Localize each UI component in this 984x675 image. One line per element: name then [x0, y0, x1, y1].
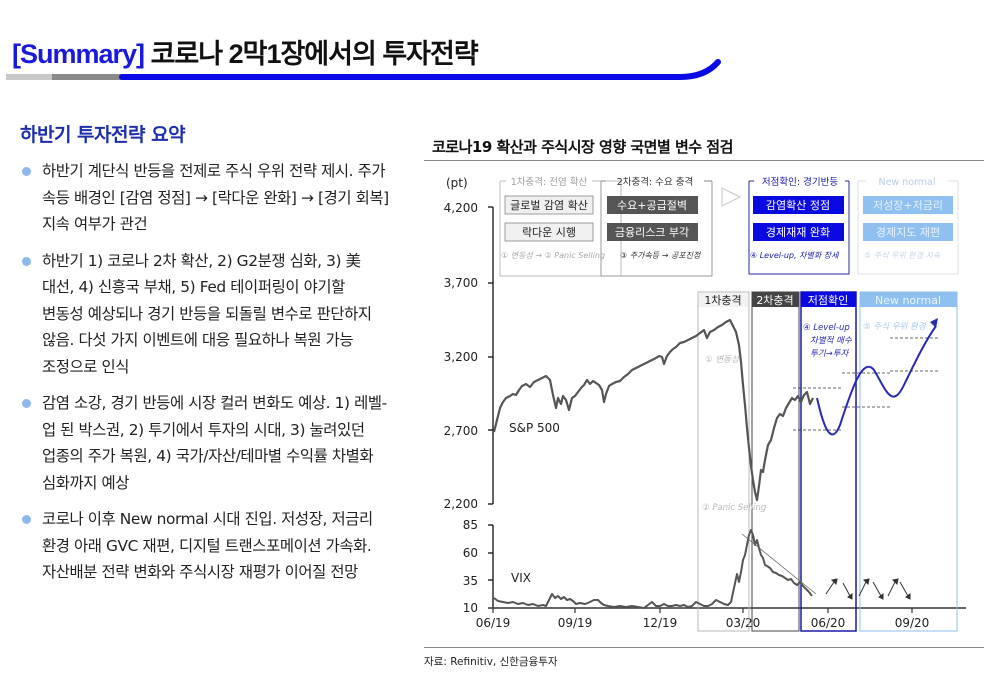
annotation-volatility: ① 변동성: [705, 354, 740, 365]
annotation-speculation-invest: 투기→투자: [810, 348, 850, 359]
phase-4-item-1: 저성장+저금리: [873, 199, 943, 212]
source-divider: [424, 647, 984, 648]
scenario-arrow-icon: [930, 318, 938, 328]
chart-title-divider: [424, 160, 984, 161]
header-underline: [6, 59, 721, 80]
svg-text:3,700: 3,700: [444, 276, 478, 290]
annotation-panic-selling: ② Panic Selling: [702, 503, 767, 513]
annotation-levelup: ④ Level-up: [803, 323, 850, 333]
phase-2-header: 2차충격: 수요 충격: [617, 176, 693, 188]
chart-source: 자료: Refinitiv, 신한금융투자: [424, 656, 558, 668]
phase-3-item-2: 경제재재 완화: [766, 226, 830, 239]
phase-4-header: New normal: [878, 177, 935, 188]
page-title-accent: [Summary]: [12, 39, 145, 69]
bullet-dot-icon: [22, 399, 31, 408]
phase-region-4: New normal: [859, 291, 958, 632]
y-axis-vix: 85 60 35 10: [463, 518, 478, 615]
summary-bullet: 하반기 1) 코로나 2차 확산, 2) G2분쟁 심화, 3) 美 대선, 4…: [20, 248, 390, 381]
phase-region-1: 1차충격: [697, 291, 750, 632]
phase-panel-2: 2차충격: 수요 충격 수요+공급절벽 금융리스크 부각 ③ 주가속등 → 공포…: [600, 176, 713, 277]
bullet-dot-icon: [22, 167, 31, 176]
summary-bullet: 하반기 계단식 반등을 전제로 주식 우위 전략 제시. 주가 속등 배경인 […: [20, 158, 390, 238]
vix-projection-arrows: [825, 578, 911, 600]
summary-bullet: 감염 소강, 경기 반등에 시장 컬러 변화도 예상. 1) 레벨-업 된 박스…: [20, 390, 390, 496]
phase-2-item-1: 수요+공급절벽: [617, 199, 687, 212]
phase-panel-1: 1차충격: 전염 확산 글로벌 감염 확산 락다운 시행 ① 변동성 → ② P…: [499, 176, 622, 277]
phase-arrow-icon: [721, 187, 742, 207]
phase-region-3: 저점확인: [800, 291, 857, 632]
phase-3-header: 저점확인: 경기반등: [762, 176, 838, 188]
bullet-dot-icon: [22, 515, 31, 524]
sp500-label: S&P 500: [509, 421, 560, 435]
phase-3-note: ④ Level-up, 차별화 장세: [750, 251, 840, 260]
phase-panel-3: 저점확인: 경기반등 감염확산 정점 경제재재 완화 ④ Level-up, 차…: [748, 176, 850, 275]
svg-text:New normal: New normal: [875, 294, 941, 307]
summary-bullet: 코로나 이후 New normal 시대 진입. 저성장, 저금리 환경 아래 …: [20, 506, 390, 586]
section-title: 하반기 투자전략 요약: [20, 124, 186, 146]
chart-title: 코로나19 확산과 주식시장 영향 국면별 변수 점검: [432, 138, 733, 156]
vix-line: [493, 529, 813, 609]
svg-text:03/20: 03/20: [726, 616, 761, 630]
phase-3-item-1: 감염확산 정점: [766, 199, 830, 212]
phase-1-item-2: 락다운 시행: [522, 226, 576, 239]
y-axis-vix-line: [488, 524, 494, 608]
phase-panel-4: New normal 저성장+저금리 경제지도 재편 ⑤ 주식 우위 환경 지속: [857, 177, 959, 275]
phase-2-item-2: 금융리스크 부각: [615, 226, 689, 239]
phase-4-note: ⑤ 주식 우위 환경 지속: [864, 251, 941, 260]
svg-text:06/19: 06/19: [476, 616, 511, 630]
svg-text:09/19: 09/19: [558, 616, 593, 630]
annotation-stock-favor: ⑤ 주식 우위 환경: [863, 321, 927, 332]
phase-2-note: ③ 주가속등 → 공포진정: [620, 251, 702, 260]
svg-text:1차충격: 1차충격: [704, 294, 741, 307]
sp500-line: [492, 318, 814, 502]
svg-text:60: 60: [463, 546, 478, 560]
svg-text:2,200: 2,200: [444, 497, 478, 511]
svg-text:4,200: 4,200: [444, 201, 478, 215]
y-axis-sp500: 4,200 3,700 3,200 2,700 2,200: [444, 201, 478, 511]
svg-text:3,200: 3,200: [444, 350, 478, 364]
phase-1-note: ① 변동성 → ② Panic Selling: [501, 251, 605, 260]
vix-label: VIX: [511, 571, 531, 585]
svg-text:저점확인: 저점확인: [808, 294, 848, 307]
page-title: [Summary] 코로나 2막1장에서의 투자전략: [12, 32, 479, 71]
page-title-main: 코로나 2막1장에서의 투자전략: [150, 39, 479, 69]
scenario-path: [816, 325, 937, 436]
phase-region-2: 2차충격: [751, 291, 800, 632]
phase-4-item-2: 경제지도 재편: [876, 226, 940, 239]
svg-text:2,700: 2,700: [444, 424, 478, 438]
y-axis-unit: (pt): [446, 176, 468, 190]
svg-text:85: 85: [463, 518, 478, 532]
vix-trendline: [741, 533, 817, 595]
summary-bullet-list: 하반기 계단식 반등을 전제로 주식 우위 전략 제시. 주가 속등 배경인 […: [20, 158, 390, 596]
svg-text:12/19: 12/19: [643, 616, 678, 630]
x-axis: 06/19 09/19 12/19 03/20 06/20 09/20: [476, 607, 966, 630]
phase-1-item-1: 글로벌 감염 확산: [510, 199, 588, 212]
svg-text:06/20: 06/20: [811, 616, 846, 630]
svg-text:09/20: 09/20: [895, 616, 930, 630]
support-resistance-lines: [793, 337, 938, 431]
annotation-selective-buy: 차별적 매수: [810, 335, 853, 346]
svg-text:35: 35: [463, 574, 478, 588]
y-axis-sp500-line: [488, 206, 494, 505]
phase-1-header: 1차충격: 전염 확산: [511, 176, 588, 188]
svg-text:2차충격: 2차충격: [756, 294, 793, 307]
svg-text:10: 10: [463, 601, 478, 615]
bullet-dot-icon: [22, 256, 31, 266]
